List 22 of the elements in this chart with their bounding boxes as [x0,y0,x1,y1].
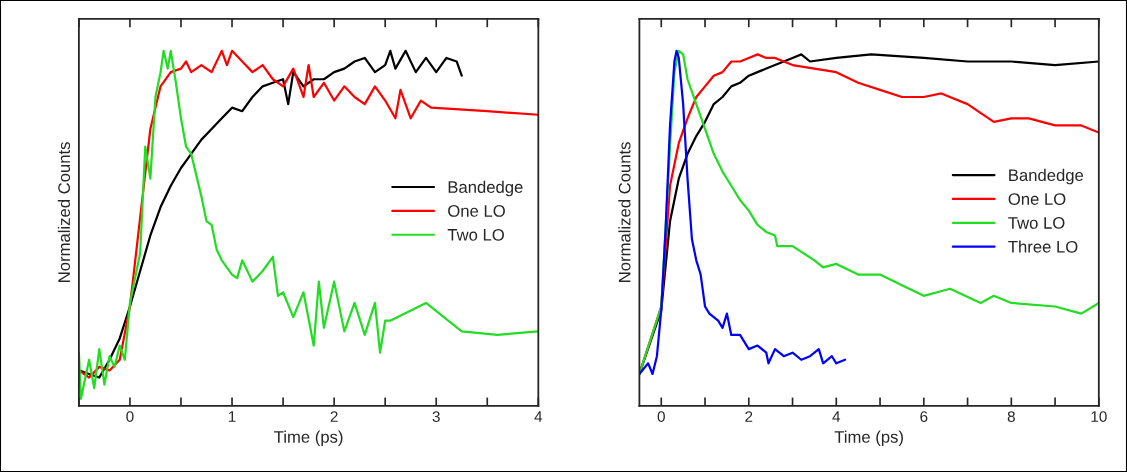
legend-label: One LO [448,205,505,217]
x-tick-label: 1 [228,411,236,422]
x-tick-label: 3 [432,411,440,422]
x-tick-label: 10 [1091,411,1107,422]
x-tick-label: 4 [534,411,543,422]
x-tick-label: 0 [126,411,134,422]
x-axis-title: Time (ps) [834,430,903,447]
legend-label: Bandedge [1009,168,1084,185]
x-tick-label: 2 [745,411,753,422]
x-tick-label: 2 [330,411,338,422]
x-tick-label: 0 [657,411,665,422]
x-tick-label: 6 [920,411,928,422]
legend-label: Two LO [447,228,504,241]
x-tick-label: 4 [832,411,841,422]
legend-label: One LO [1008,193,1066,205]
x-axis-title: Time (ps) [274,430,343,447]
y-axis-title: Normalized Counts [618,142,631,282]
y-axis-title: Normalized Counts [57,142,71,282]
legend-label: Three LO [1008,240,1078,253]
x-tick-label: 8 [1007,411,1015,422]
legend-label: Bandedge [448,180,523,197]
legend-label: Two LO [1008,217,1065,229]
